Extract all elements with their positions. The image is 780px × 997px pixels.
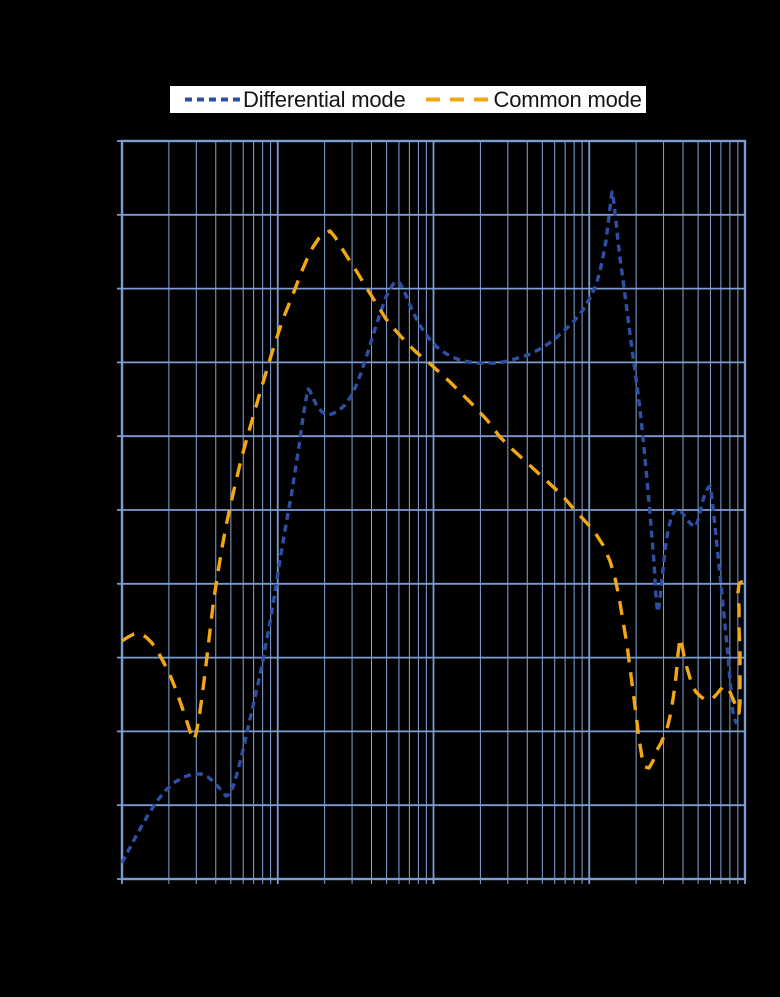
legend-item-differential-mode: Differential mode	[183, 86, 406, 113]
plot-border	[120, 139, 747, 881]
legend: Differential mode Common mode	[170, 86, 646, 113]
legend-item-common-mode: Common mode	[424, 86, 642, 113]
series-differential-mode	[120, 190, 739, 864]
series-common-mode	[121, 229, 746, 770]
common-mode-dash-icon	[425, 97, 492, 102]
differential-mode-dash-icon	[185, 97, 241, 102]
legend-label: Differential mode	[243, 87, 406, 112]
legend-label: Common mode	[493, 87, 642, 112]
